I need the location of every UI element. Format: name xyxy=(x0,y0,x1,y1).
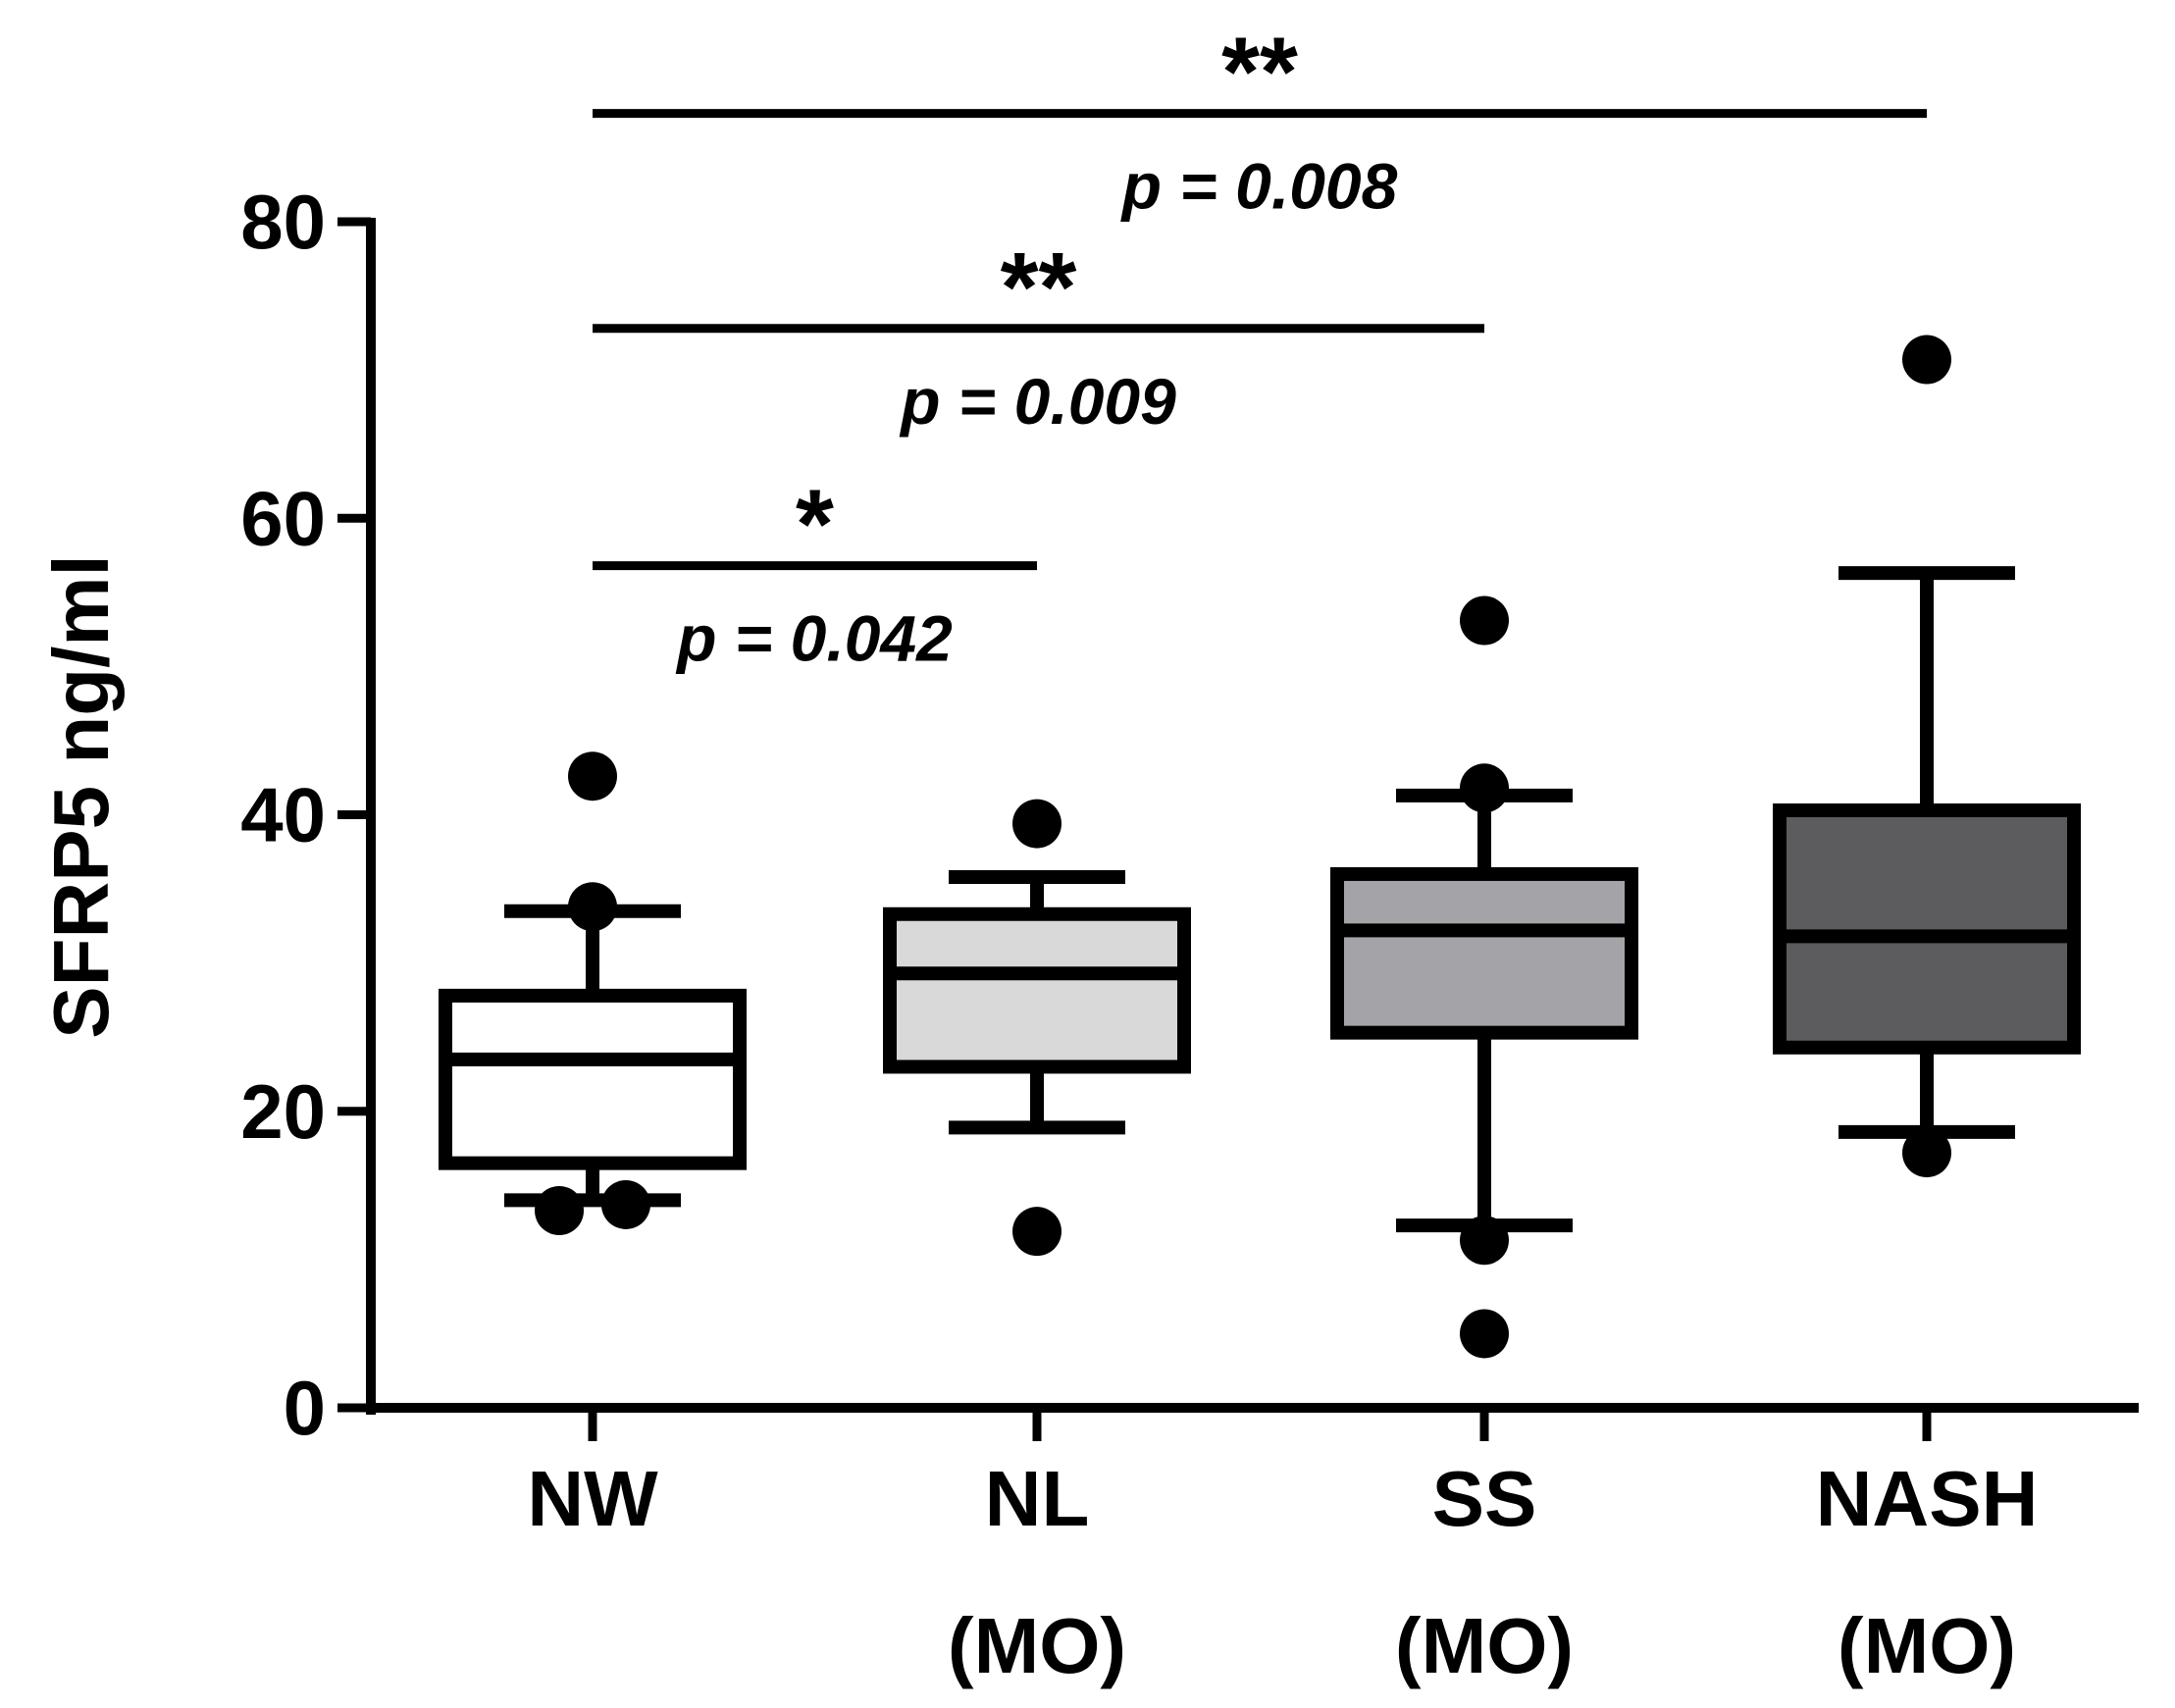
x-tick-label: SS xyxy=(1432,1455,1537,1542)
p-value-label: p = 0.042 xyxy=(675,602,953,675)
iqr-box xyxy=(1773,802,2081,1055)
significance-stars: ** xyxy=(1221,18,1298,128)
iqr-box xyxy=(1330,866,1638,1040)
outlier-point xyxy=(1460,1216,1509,1266)
box-group-nw: NW xyxy=(439,751,747,1542)
box-group-nash: NASH (MO) xyxy=(1773,335,2081,1689)
outlier-point xyxy=(1902,1128,1951,1178)
y-tick-label: 60 xyxy=(240,475,326,561)
outlier-point xyxy=(1902,335,1951,385)
significance-brackets: * p = 0.042 ** p = 0.009 ** p = 0.008 xyxy=(593,18,1927,675)
comparison-2: ** p = 0.008 xyxy=(593,18,1927,223)
comparison-0: * p = 0.042 xyxy=(593,470,1037,675)
outlier-point xyxy=(535,1186,585,1236)
x-tick-label: NW xyxy=(527,1455,658,1542)
iqr-box xyxy=(439,988,747,1170)
outlier-point xyxy=(1460,595,1509,646)
y-tick-label: 20 xyxy=(240,1068,326,1155)
outlier-point xyxy=(568,751,617,802)
outlier-point xyxy=(1012,799,1062,849)
comparison-1: ** p = 0.009 xyxy=(593,233,1484,438)
x-tick-sublabel: (MO) xyxy=(1838,1602,2016,1689)
p-value-label: p = 0.008 xyxy=(1120,150,1398,223)
x-tick-label: NASH xyxy=(1816,1455,2039,1542)
x-tick-label: NL xyxy=(985,1455,1090,1542)
iqr-box xyxy=(883,906,1191,1074)
outlier-point xyxy=(1460,1309,1509,1359)
outlier-point xyxy=(1460,763,1509,813)
p-value-label: p = 0.009 xyxy=(899,365,1176,438)
y-axis-label: SFRP5 ng/ml xyxy=(37,554,125,1038)
outlier-point xyxy=(1012,1207,1062,1257)
y-tick-label: 80 xyxy=(240,179,326,265)
significance-stars: ** xyxy=(1001,233,1077,342)
axes: 0 20 40 60 80 xyxy=(240,179,2139,1451)
significance-stars: * xyxy=(796,470,834,580)
outlier-point xyxy=(600,1179,650,1229)
y-tick-label: 0 xyxy=(284,1365,326,1451)
box-group-nl: NL (MO) xyxy=(883,799,1191,1689)
x-tick-sublabel: (MO) xyxy=(1395,1602,1574,1689)
axis-labels: SFRP5 ng/ml xyxy=(37,554,125,1038)
outlier-point xyxy=(568,882,617,932)
box-group-ss: SS (MO) xyxy=(1330,595,1638,1689)
boxes: NW NL (MO) SS (MO) NASH (MO) xyxy=(439,335,2081,1689)
x-tick-sublabel: (MO) xyxy=(948,1602,1126,1689)
y-tick-label: 40 xyxy=(240,772,326,858)
